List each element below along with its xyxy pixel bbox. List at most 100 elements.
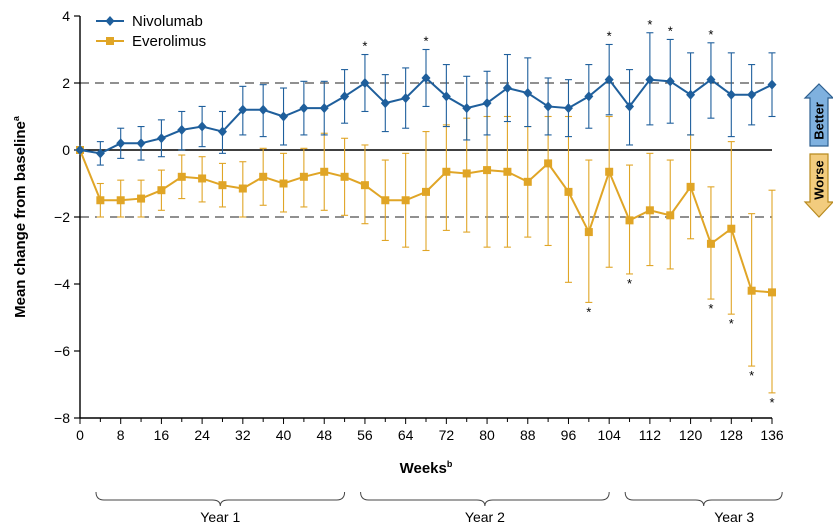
significance-marker: * [708, 27, 713, 42]
data-point [421, 72, 431, 83]
year-label: Year 1 [200, 509, 240, 525]
data-point [137, 194, 146, 203]
significance-marker: * [749, 368, 754, 383]
data-point [340, 172, 349, 181]
data-point [625, 216, 634, 225]
x-tick-label: 136 [760, 427, 784, 443]
worse-arrow: Worse [803, 153, 833, 218]
data-point [217, 126, 227, 137]
data-point [503, 167, 512, 176]
data-point [604, 74, 614, 85]
data-point [360, 78, 370, 88]
direction-arrows: Better Worse [803, 83, 833, 218]
x-tick-label: 8 [117, 427, 125, 443]
data-point [380, 98, 390, 109]
legend-label: Everolimus [132, 33, 206, 50]
legend-marker [105, 16, 115, 26]
data-point [767, 79, 777, 90]
data-point [645, 206, 654, 215]
series-layer: * * * * * * * * * * * * [75, 17, 777, 410]
data-point [116, 138, 126, 149]
data-point [665, 76, 675, 87]
data-point [726, 89, 736, 100]
data-point [198, 174, 207, 183]
data-point [584, 228, 593, 237]
x-tick-label: 72 [439, 427, 455, 443]
better-arrow: Better [803, 83, 833, 147]
data-point [96, 196, 105, 205]
x-tick-label: 80 [479, 427, 495, 443]
data-point [320, 167, 329, 176]
significance-marker: * [647, 17, 652, 32]
data-point [523, 177, 532, 186]
data-point [645, 74, 655, 85]
data-point [116, 196, 125, 205]
y-tick-label: 2 [62, 75, 70, 91]
data-point [156, 133, 166, 144]
y-tick-label: 0 [62, 142, 70, 158]
significance-marker: * [586, 304, 591, 319]
data-point [706, 239, 715, 248]
data-point [177, 172, 186, 181]
data-point [502, 83, 512, 94]
data-point [625, 101, 635, 112]
x-tick-label: 32 [235, 427, 251, 443]
data-point [441, 91, 451, 102]
legend-marker [106, 37, 114, 45]
data-point [584, 91, 594, 102]
significance-marker: * [627, 276, 632, 291]
x-axis-title: Weeksb [400, 459, 453, 477]
bracket-path [95, 491, 346, 507]
x-tick-label: 88 [520, 427, 536, 443]
data-point [136, 138, 146, 149]
x-tick-label: 24 [194, 427, 210, 443]
legend-label: Nivolumab [132, 13, 203, 30]
y-tick-label: −2 [54, 209, 70, 225]
x-tick-label: 104 [597, 427, 621, 443]
year-brackets: Year 1 Year 2 Year 3 [95, 491, 783, 525]
data-point [258, 104, 268, 115]
significance-marker: * [769, 395, 774, 410]
data-point [482, 98, 492, 109]
data-point [747, 286, 756, 295]
data-point [381, 196, 390, 205]
data-point [543, 101, 553, 112]
bracket-path [360, 491, 610, 507]
x-tick-label: 112 [639, 427, 662, 443]
data-point [95, 148, 105, 159]
data-point [605, 167, 614, 176]
x-tick-label: 16 [154, 427, 170, 443]
data-point [279, 111, 289, 122]
y-tick-label: −4 [54, 276, 70, 292]
significance-marker: * [668, 23, 673, 38]
data-point [706, 74, 716, 85]
significance-marker: * [423, 34, 428, 49]
data-point [177, 124, 187, 135]
data-point [360, 181, 369, 190]
data-point [218, 181, 227, 190]
x-tick-label: 40 [276, 427, 292, 443]
data-point [462, 169, 471, 178]
data-point [401, 93, 411, 104]
better-label: Better [812, 102, 827, 140]
data-point [564, 187, 573, 196]
data-point [340, 91, 350, 102]
data-point [462, 103, 472, 114]
x-tick-label: 56 [357, 427, 373, 443]
x-tick-label: 48 [316, 427, 332, 443]
data-point [563, 103, 573, 114]
y-tick-label: 4 [62, 8, 70, 24]
legend-item-everolimus: Everolimus [96, 33, 206, 50]
worse-label: Worse [812, 160, 827, 200]
y-axis-title: Mean change from baselinea [11, 115, 29, 318]
x-tick-label: 0 [76, 427, 84, 443]
data-point [686, 182, 695, 191]
data-point [319, 103, 329, 114]
data-point [422, 187, 430, 196]
data-point [666, 211, 675, 220]
worse-arrow-shape [803, 153, 833, 218]
data-point [747, 89, 757, 100]
year-bracket: Year 1 [95, 491, 346, 525]
